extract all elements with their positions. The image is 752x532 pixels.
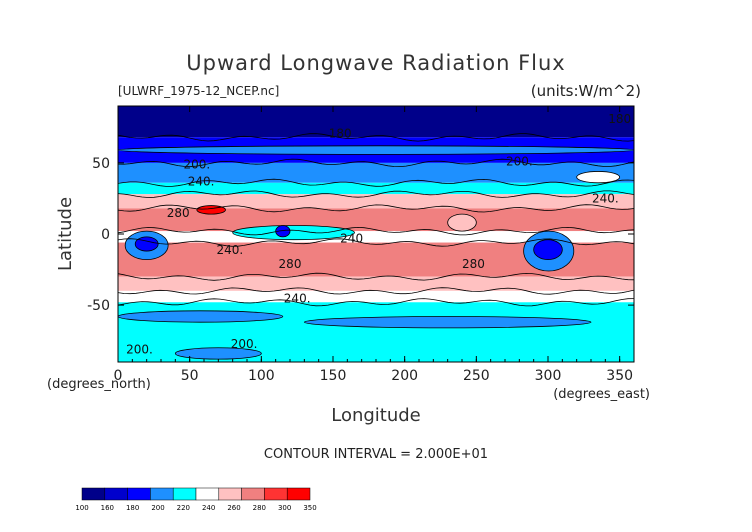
y-axis-label: Latitude (55, 197, 76, 271)
feature-6 (275, 225, 291, 238)
contour-label-2: 200. (183, 158, 210, 172)
contour-line-4 (118, 190, 634, 198)
contour-line-2 (118, 158, 634, 168)
y-unit-label: (degrees_north) (47, 377, 151, 392)
contour-line-10 (118, 298, 634, 307)
colorbar-swatch-2 (127, 487, 151, 501)
y-axis: -50 0 50 (87, 156, 634, 314)
contour-interval-text: CONTOUR INTERVAL = 2.000E+01 (264, 447, 488, 462)
colorbar-swatch-0 (81, 487, 106, 501)
colorbar-level-0: 100 (75, 504, 88, 512)
colorbar-level-6: 260 (227, 504, 240, 512)
contour-label-10: 280 (462, 257, 485, 271)
x-axis: 0 50 100 150 200 250 300 350 (114, 106, 635, 384)
y-tick-label-0: -50 (87, 298, 110, 314)
x-axis-label: Longitude (331, 405, 421, 426)
x-tick-label-1: 50 (181, 368, 199, 384)
x-tick-label-0: 0 (114, 368, 123, 384)
colorbar-swatch-6 (218, 487, 242, 501)
feature-5 (232, 225, 355, 241)
x-tick-label-7: 350 (606, 368, 633, 384)
units-label: (units:W/m^2) (531, 82, 641, 100)
colorbar-swatch-9 (286, 487, 311, 501)
contour-line-9 (118, 287, 634, 295)
colorbar-level-4: 220 (177, 504, 190, 512)
feature-3 (533, 239, 563, 261)
contour-label-11: 240. (284, 291, 311, 305)
y-tick-label-1: 0 (101, 227, 110, 243)
colorbar-level-3: 200 (151, 504, 164, 512)
x-unit-label: (degrees_east) (553, 387, 650, 402)
colorbar-swatch-1 (104, 487, 128, 501)
feature-11 (576, 171, 621, 184)
feature-7 (118, 310, 284, 323)
contour-label-0: 180 (608, 112, 631, 126)
contour-label-1: 180 (329, 126, 352, 140)
colorbar-swatch-3 (150, 487, 174, 501)
feature-10 (118, 145, 634, 155)
contour-label-8: 240. (216, 243, 243, 257)
band-6 (118, 231, 634, 243)
colorbar-level-7: 280 (253, 504, 266, 512)
band-4 (118, 194, 634, 209)
band-0 (118, 106, 634, 138)
file-label: [ULWRF_1975-12_NCEP.nc] (118, 84, 279, 98)
band-3 (118, 182, 634, 195)
contour-line-8 (118, 272, 634, 281)
contour-label-4: 240. (188, 175, 215, 189)
colorbar-level-8: 300 (278, 504, 291, 512)
y-tick-label-2: 50 (92, 156, 110, 172)
contour-line-1 (118, 133, 634, 142)
contour-line-5 (118, 204, 634, 213)
contour-label-3: 200. (506, 155, 533, 169)
colorbar-swatch-7 (241, 487, 265, 501)
x-tick-label-2: 100 (248, 368, 275, 384)
x-tick-label-4: 200 (391, 368, 418, 384)
contour-label-6: 280 (167, 206, 190, 220)
colorbar-level-1: 160 (101, 504, 114, 512)
colorbar-level-5: 240 (202, 504, 215, 512)
colorbar-level-9: 350 (303, 504, 316, 512)
contour-label-13: 200. (231, 337, 258, 351)
colorbar-swatch-4 (172, 487, 197, 501)
band-8 (118, 276, 634, 291)
feature-1 (134, 236, 159, 252)
colorbar-level-2: 180 (126, 504, 139, 512)
contour-label-9: 280 (279, 257, 302, 271)
band-2 (118, 162, 634, 183)
colorbar-swatch-5 (195, 487, 220, 501)
contour-line-3 (118, 178, 634, 187)
colorbar: 100 160 180 200 220 240 260 280 300 350 (75, 487, 317, 512)
contour-label-7: 240 (340, 232, 363, 246)
colorbar-swatch-8 (264, 487, 288, 501)
plot-area (118, 106, 634, 362)
contour-label-5: 240. (592, 192, 619, 206)
feature-12 (447, 213, 477, 232)
band-9 (118, 290, 634, 303)
feature-8 (303, 316, 592, 329)
chart-title: Upward Longwave Radiation Flux (186, 51, 565, 75)
x-tick-label-5: 250 (463, 368, 490, 384)
contour-line-7 (118, 238, 634, 247)
band-5 (118, 208, 634, 232)
contour-label-12: 200. (126, 342, 153, 356)
x-tick-label-3: 150 (320, 368, 347, 384)
x-tick-label-6: 300 (535, 368, 562, 384)
contour-line-6 (118, 226, 634, 236)
contour-labels: 180 180 200. 200. 240. 240. 280 240 240. 280 280 24… (126, 112, 631, 356)
